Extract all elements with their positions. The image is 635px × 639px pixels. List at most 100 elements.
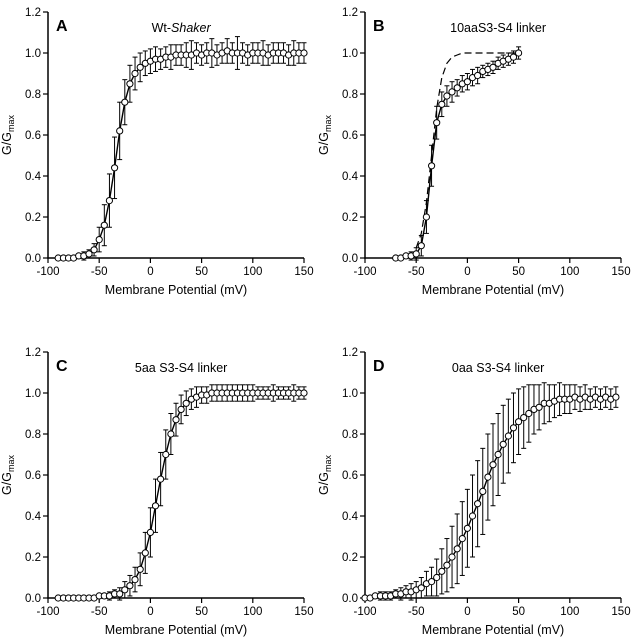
panel-letter: B [373,18,385,35]
data-point [95,236,103,244]
data-point [520,414,528,422]
x-tick-label: 50 [195,266,208,278]
data-point [126,80,134,88]
x-tick-label: 50 [195,606,208,618]
data-point [438,100,446,108]
data-point [136,63,144,71]
data-point [433,119,441,127]
data-point [177,405,185,414]
y-tick-label: 0.4 [342,171,359,183]
y-tick-label: 0.8 [25,429,41,441]
y-tick-label: 0.0 [342,253,358,265]
x-tick-label: 100 [560,606,579,618]
data-point [151,502,160,510]
data-point [157,475,165,483]
data-point [111,164,119,172]
data-point [443,92,451,100]
x-tick-label: 50 [512,266,525,278]
data-point [422,213,431,221]
x-tick-label: 150 [294,606,313,618]
data-line [58,50,304,259]
x-axis-label: Membrane Potential (mV) [422,623,564,637]
panel-letter: C [56,358,68,375]
data-point [463,78,471,86]
chart-d: -100 -50 0 50 100 150 0.0 0.2 0.4 0.6 0.8 1.0 1.2 Mem… [317,340,631,639]
x-tick-label: -50 [408,266,425,278]
y-axis-label: G/Gmax [317,115,333,155]
y-tick-label: 0.0 [342,593,358,605]
data-point [468,512,477,520]
data-point [105,197,114,205]
data-point [126,582,134,590]
y-tick-label: 0.6 [342,130,358,142]
data-point [100,221,108,229]
data-point [535,403,543,411]
data-point [116,590,124,598]
x-tick-label: 0 [147,606,153,618]
x-tick-label: -100 [36,606,59,618]
x-axis-label: Membrane Potential (mV) [105,623,247,637]
x-tick-label: -100 [353,606,376,618]
y-tick-label: 0.6 [342,470,358,482]
data-point [131,69,139,78]
data-point [412,250,420,258]
data-point [453,84,461,92]
data-point [146,528,154,536]
data-line [365,396,617,599]
data-point [458,535,466,543]
x-tick-label: 100 [560,266,579,278]
data-point [433,573,441,582]
y-tick-label: 1.0 [342,48,358,60]
panel-letter: D [373,358,385,375]
data-point [443,561,451,569]
data-point [131,576,139,584]
data-point [182,399,190,407]
panel-title: 0aa S3-S4 linker [452,361,544,375]
y-tick-label: 0.8 [342,89,358,101]
data-point [525,409,533,418]
y-tick-label: 1.2 [25,347,41,359]
chart-b: -100 -50 0 50 100 150 0.0 0.2 0.4 0.6 0.8 1.0 1.2 Mem… [317,0,631,299]
dashed-fit-line [415,52,517,249]
data-point [509,53,518,61]
y-axis-label: G/Gmax [0,455,16,495]
y-axis-label: G/Gmax [317,455,333,495]
x-tick-label: 100 [243,606,262,618]
x-tick-label: 50 [512,606,525,618]
y-tick-label: 0.2 [25,552,41,564]
data-point [136,565,144,573]
x-tick-label: 150 [611,266,630,278]
x-tick-label: -100 [36,266,59,278]
chart-a: -100 -50 0 50 100 150 0.0 0.2 0.4 0.6 0.8 1.0 1.2 Mem… [0,0,314,299]
panel-title: 5aa S3-S4 linker [135,361,227,375]
y-axis-label: G/Gmax [0,115,16,155]
y-tick-label: 0.4 [25,511,42,523]
data-point [116,127,124,135]
y-tick-label: 1.2 [342,347,358,359]
data-point [121,586,129,594]
data-point [438,567,446,575]
panel-title: Wt-Shaker [152,21,212,35]
x-axis-label: Membrane Potential (mV) [422,283,564,297]
y-tick-label: 0.8 [342,429,358,441]
x-tick-label: 0 [147,266,153,278]
x-tick-label: -100 [353,266,376,278]
panel-d: -100 -50 0 50 100 150 0.0 0.2 0.4 0.6 0.8 1.0 1.2 Mem… [317,340,635,639]
data-point [474,71,482,80]
data-point [515,49,523,57]
data-point [484,473,492,481]
y-tick-label: 0.0 [25,593,41,605]
data-point [141,549,149,557]
data-point [428,578,436,586]
x-tick-label: 150 [294,266,313,278]
x-tick-label: 0 [464,606,470,618]
data-point [463,524,471,532]
panel-title: 10aaS3-S4 linker [450,21,546,35]
panel-letter: A [56,18,68,35]
x-tick-label: 100 [243,266,262,278]
y-tick-label: 1.2 [25,7,41,19]
data-point [453,545,461,553]
data-point [448,553,456,561]
data-point [300,49,308,57]
